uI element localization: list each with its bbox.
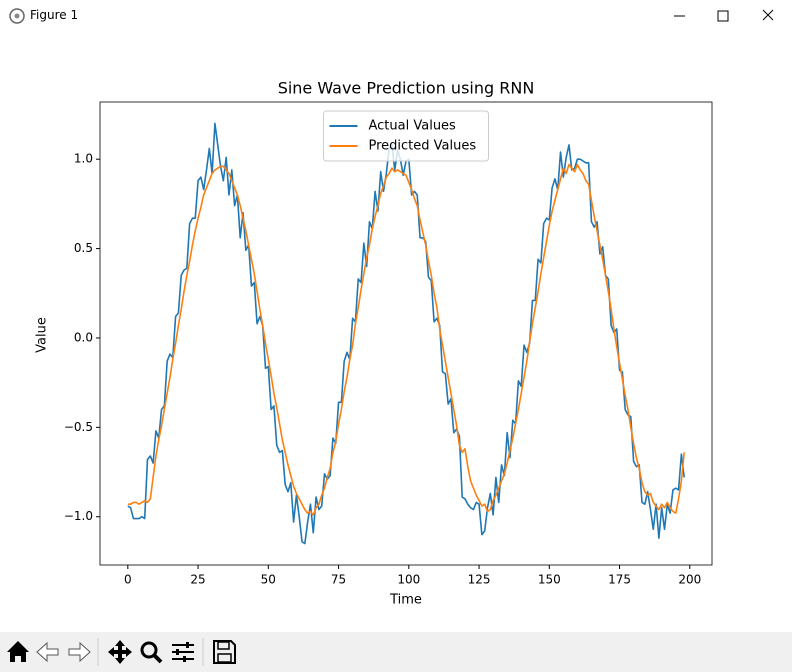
home-button[interactable] [7,641,29,662]
close-button[interactable] [762,9,774,21]
chart-title: Sine Wave Prediction using RNN [278,79,535,98]
y-tick-label: −0.5 [64,420,93,434]
pan-button[interactable] [108,640,132,664]
figure: Sine Wave Prediction using RNN Time Valu… [35,79,713,608]
forward-button[interactable] [68,641,91,663]
app-icon [9,8,25,24]
x-tick-label: 150 [538,573,561,587]
x-tick-label: 50 [261,573,276,587]
x-tick-label: 75 [331,573,346,587]
x-tick-label: 0 [124,573,132,587]
x-tick-label: 125 [468,573,491,587]
title-bar: Figure 1 [0,0,792,31]
toolbar-icons [7,638,236,666]
window-title: Figure 1 [30,8,79,22]
x-tick-label: 100 [397,573,420,587]
window-controls [674,9,774,22]
save-button[interactable] [213,640,236,664]
y-tick-label: −1.0 [64,509,93,523]
y-axis-label: Value [35,317,50,353]
x-axis-label: Time [389,593,422,608]
legend-box [323,110,489,162]
x-tick-label: 25 [190,573,205,587]
legend-label: Predicted Values [369,139,477,154]
legend-label: Actual Values [369,119,457,134]
back-button[interactable] [36,641,59,663]
maximize-button[interactable] [717,10,729,22]
legend: Actual Values Predicted Values [323,110,489,162]
data-line [127,122,685,545]
configure-button[interactable] [172,642,194,662]
axes-frame [99,101,713,566]
y-tick-label: 0.0 [74,330,93,344]
y-tick-label: 0.5 [74,241,93,255]
x-tick-label: 175 [608,573,631,587]
y-tick-label: 1.0 [74,152,93,166]
toolbar [0,632,792,672]
zoom-button[interactable] [140,641,163,664]
data-line [127,163,685,516]
x-tick-label: 200 [678,573,701,587]
